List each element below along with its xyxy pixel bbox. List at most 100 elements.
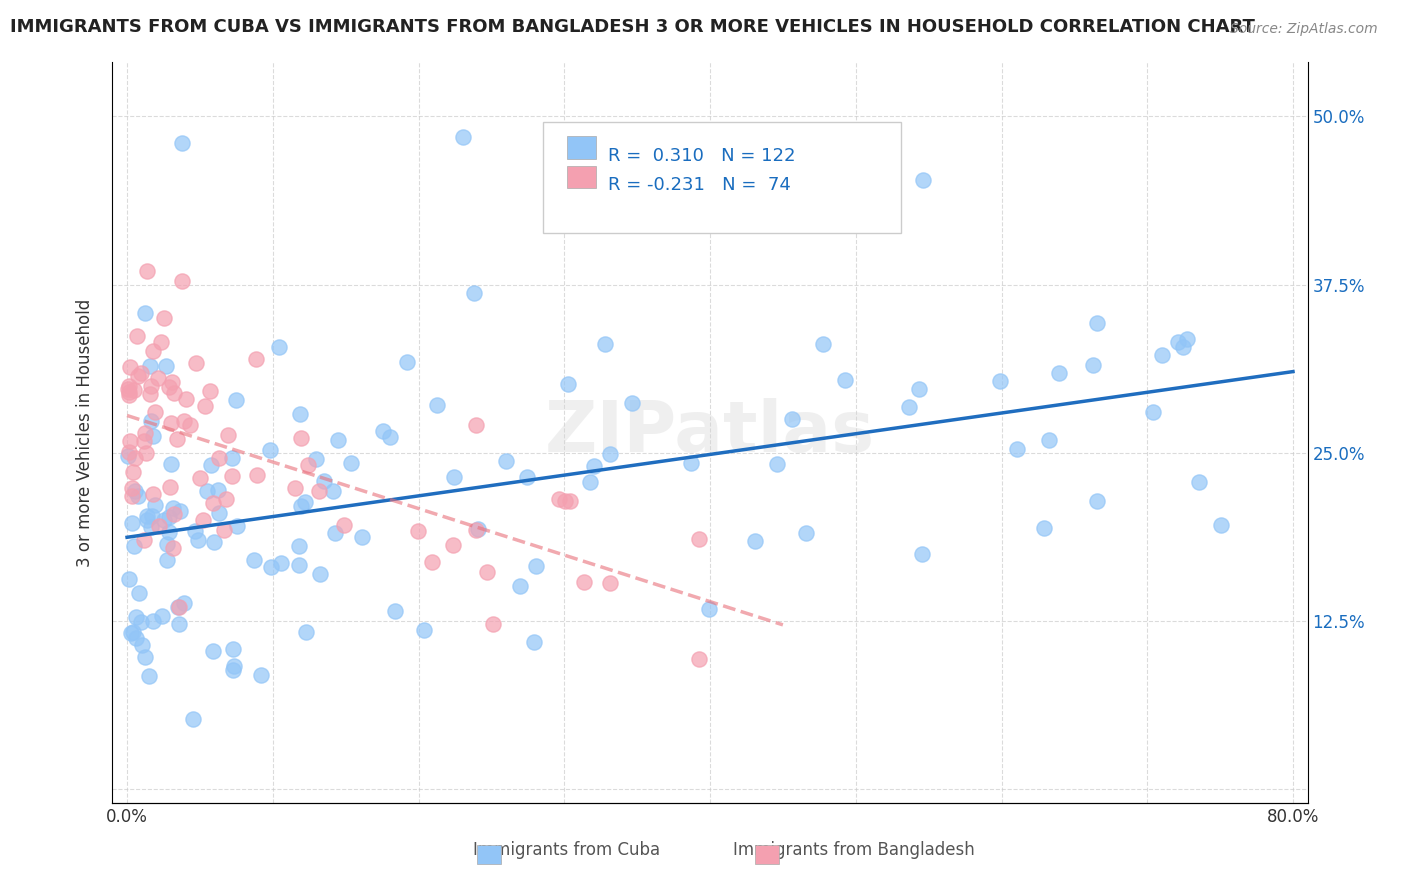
Point [560,494,582,508]
Point [222,641,245,656]
Point [765,457,787,471]
Point [120,360,142,375]
Point [153,513,176,527]
Point [495,454,517,468]
FancyBboxPatch shape [543,121,901,233]
Point [1175,332,1198,346]
Point [207,483,229,497]
Point [426,398,449,412]
Point [1085,494,1108,508]
Point [139,387,162,401]
Point [441,538,464,552]
Point [516,470,538,484]
Point [167,600,190,615]
Point [125,610,148,624]
Point [688,651,710,665]
Point [200,458,222,472]
Point [155,359,177,373]
Point [159,480,181,494]
Point [688,532,710,546]
Point [157,509,180,524]
Point [191,513,214,527]
Point [121,624,143,639]
Point [127,368,149,383]
Point [697,602,720,616]
Text: Immigrants from Cuba: Immigrants from Cuba [472,840,661,859]
Point [384,604,406,618]
Point [333,517,356,532]
Point [465,418,488,433]
Point [897,400,920,414]
Point [170,136,193,151]
Point [548,492,571,507]
Point [139,378,162,392]
Point [142,429,165,443]
Point [744,533,766,548]
Point [509,579,531,593]
Point [201,644,224,658]
Point [245,351,267,366]
Point [912,173,935,187]
Point [259,442,281,457]
Point [582,459,605,474]
Point [579,475,602,489]
Point [117,388,139,402]
Point [162,375,184,389]
Text: R = -0.231   N =  74: R = -0.231 N = 74 [609,176,792,194]
Point [187,533,209,548]
Point [1081,358,1104,372]
Point [173,414,195,428]
Point [259,559,281,574]
Point [288,539,311,553]
Point [395,355,418,369]
Point [134,305,156,319]
Point [294,495,316,509]
Point [371,424,394,438]
Point [250,667,273,681]
Point [811,336,834,351]
Point [121,481,143,495]
Point [135,446,157,460]
Point [124,483,146,498]
Y-axis label: 3 or more Vehicles in Household: 3 or more Vehicles in Household [76,299,94,566]
Point [208,506,231,520]
Point [149,335,172,350]
Point [1211,518,1233,533]
Point [159,458,181,472]
Point [326,433,349,447]
Point [121,516,143,530]
Point [270,556,292,570]
Point [146,371,169,385]
Point [290,431,312,445]
Point [143,405,166,419]
Point [208,451,231,466]
Point [173,596,195,610]
Point [139,520,162,534]
Point [221,469,243,483]
Point [174,392,197,407]
Point [157,524,180,539]
Point [148,519,170,533]
Point [142,614,165,628]
Point [1047,366,1070,380]
Point [681,456,703,470]
Point [162,501,184,516]
FancyBboxPatch shape [477,845,501,863]
Point [152,311,174,326]
Point [157,380,180,394]
Point [482,616,505,631]
Point [141,508,163,523]
Point [284,481,307,495]
Point [222,663,245,677]
Point [463,285,485,300]
Point [129,367,152,381]
FancyBboxPatch shape [567,136,596,159]
Point [118,445,141,459]
Point [162,385,184,400]
Point [215,491,238,506]
Point [226,519,249,533]
Point [467,522,489,536]
Point [1173,340,1195,354]
Point [911,547,934,561]
Point [554,494,576,508]
